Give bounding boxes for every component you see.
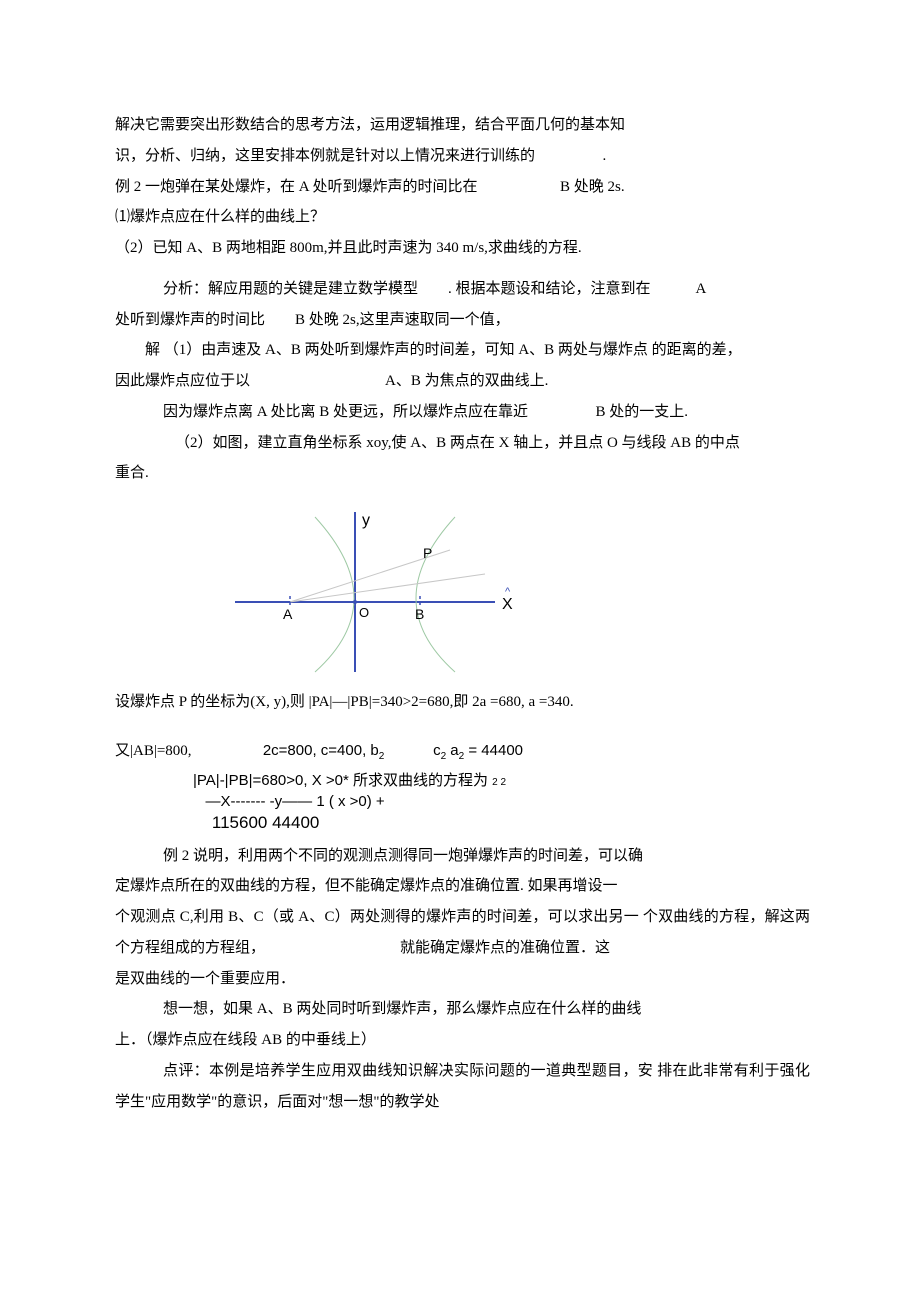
para-line: ⑴爆炸点应在什么样的曲线上？ — [115, 202, 810, 233]
para-line: 因为爆炸点离 A 处比离 B 处更远，所以爆炸点应在靠近 B 处的一支上. — [115, 397, 810, 428]
text: . 根据本题设和结论，注意到在 — [448, 281, 651, 297]
text: 因为爆炸点离 A 处比离 B 处更远，所以爆炸点应在靠近 — [163, 404, 528, 420]
para-line: 例 2 一炮弹在某处爆炸，在 A 处听到爆炸声的时间比在 B 处晚 2s. — [115, 172, 810, 203]
label-a: A — [283, 606, 293, 622]
eq-sup: 2 2 — [492, 777, 506, 788]
para-line: 设爆炸点 P 的坐标为(X, y),则 |PA|—|PB|=340>2=680,… — [115, 687, 810, 718]
text: 处听到爆炸声的时间比 — [115, 312, 265, 328]
para-line: 重合. — [115, 458, 810, 489]
label-x: X — [502, 596, 513, 613]
right-branch — [416, 517, 455, 672]
para-line: 因此爆炸点应位于以 A、B 为焦点的双曲线上. — [115, 366, 810, 397]
subscript: 2 — [379, 751, 385, 762]
label-b: B — [415, 606, 424, 622]
para-line: 例 2 说明，利用两个不同的观测点测得同一炮弹爆炸声的时间差，可以确 — [115, 841, 810, 872]
label-y: y — [362, 512, 370, 529]
ray-other — [290, 574, 485, 602]
para-line: 处听到爆炸声的时间比 B 处晚 2s,这里声速取同一个值， — [115, 305, 810, 336]
text: a — [446, 742, 459, 759]
text: A、B 为焦点的双曲线上. — [385, 373, 548, 389]
text: 识，分析、归纳，这里安排本例就是针对以上情况来进行训练的 — [115, 148, 535, 164]
text: = 44400 — [464, 742, 523, 759]
para-line: 上．（爆炸点应在线段 AB 的中垂线上） — [115, 1025, 810, 1056]
text: 就能确定爆炸点的准确位置．这 — [400, 940, 610, 956]
origin-dot — [353, 600, 357, 604]
text: 分析：解应用题的关键是建立数学模型 — [163, 281, 418, 297]
para-line: 个观测点 C,利用 B、C（或 A、C）两处测得的爆炸声的时间差，可以求出另一 … — [115, 902, 810, 964]
para-line: 点评：本例是培养学生应用双曲线知识解决实际问题的一道典型题目，安 排在此非常有利… — [115, 1056, 810, 1118]
para-line: 想一想，如果 A、B 两处同时听到爆炸声，那么爆炸点应在什么样的曲线 — [115, 994, 810, 1025]
text: 2c=800, c=400, b — [263, 742, 379, 759]
hyperbola-svg: y ^ X A B O P — [205, 507, 555, 677]
eq-line: 115600 44400 — [212, 813, 319, 832]
para-line: 识，分析、归纳，这里安排本例就是针对以上情况来进行训练的. — [115, 141, 810, 172]
para-line: 解决它需要突出形数结合的思考方法，运用逻辑推理，结合平面几何的基本知 — [115, 110, 810, 141]
para-line: 又|AB|=800, 2c=800, c=400, b2 c2 a2 = 444… — [115, 736, 810, 768]
text: A — [696, 281, 707, 297]
text: B 处的一支上. — [596, 404, 689, 420]
equation-block: |PA|-|PB|=680>0, X >0* 所求双曲线的方程为 2 2 —X-… — [115, 771, 810, 834]
text: B 处晚 2s. — [560, 179, 625, 195]
text: 又|AB|=800, — [115, 743, 192, 759]
text: 因此爆炸点应位于以 — [115, 373, 250, 389]
eq-line: |PA|-|PB|=680>0, X >0* 所求双曲线的方程为 — [193, 772, 488, 789]
label-p: P — [423, 545, 432, 561]
para-line: 分析：解应用题的关键是建立数学模型 . 根据本题设和结论，注意到在 A — [115, 274, 810, 305]
text: B 处晚 2s,这里声速取同一个值， — [295, 312, 510, 328]
para-line: （2）如图，建立直角坐标系 xoy,使 A、B 两点在 X 轴上，并且点 O 与… — [115, 428, 810, 459]
label-o: O — [359, 605, 369, 620]
hyperbola-figure: y ^ X A B O P — [205, 507, 555, 677]
text: . — [603, 148, 607, 164]
para-line: 是双曲线的一个重要应用． — [115, 964, 810, 995]
left-branch — [315, 517, 354, 672]
para-line: 解 （1）由声速及 A、B 两处听到爆炸声的时间差，可知 A、B 两处与爆炸点 … — [115, 335, 810, 366]
para-line: 定爆炸点所在的双曲线的方程，但不能确定爆炸点的准确位置. 如果再增设一 — [115, 871, 810, 902]
para-line: （2）已知 A、B 两地相距 800m,并且此时声速为 340 m/s,求曲线的… — [115, 233, 810, 264]
text: c — [433, 742, 441, 759]
text: 例 2 一炮弹在某处爆炸，在 A 处听到爆炸声的时间比在 — [115, 179, 478, 195]
eq-line: —X------- -y—— 1 ( x >0) + — [206, 793, 385, 810]
